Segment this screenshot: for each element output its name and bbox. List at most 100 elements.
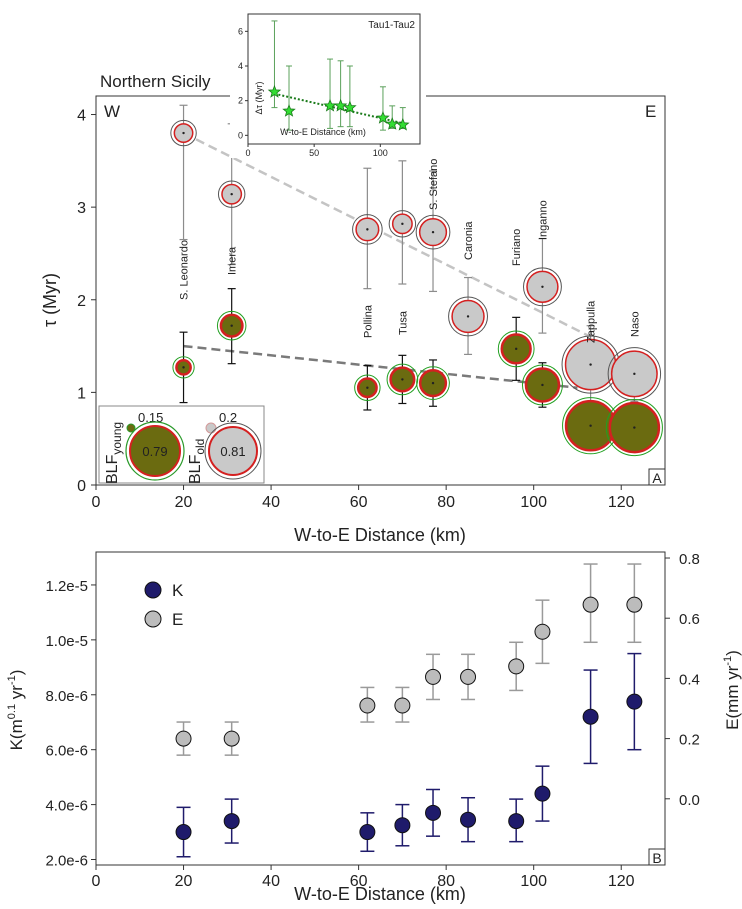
panel-b-left-tick-label: 6.0e-6 (45, 743, 88, 760)
inset-y-tick-label: 6 (238, 26, 243, 36)
marker-ring-young (216, 310, 247, 341)
inset-axes: 0 50 100 0 2 4 6 (238, 26, 388, 158)
left-axis-label-exponent-2: -1 (6, 675, 18, 685)
panel-a-label: A (652, 470, 662, 486)
legend-young-large-value: 0.79 (142, 444, 167, 459)
marker-E (425, 668, 442, 685)
legend-old-large-value: 0.81 (220, 444, 245, 459)
marker-E (460, 668, 477, 685)
marker-K (534, 785, 551, 802)
panel-b: 0 20 40 60 80 100 120 2.0e-6 4.0e-6 6.0e-6 8.0e-6 1… (6, 551, 742, 904)
panel-b-right-tick-label: 0.0 (679, 792, 700, 809)
panel-a-trendlines (182, 131, 592, 389)
inset-x-tick-label: 50 (309, 148, 319, 158)
inset-x-axis-label: W-to-E Distance (km) (280, 127, 366, 137)
site-label: S. Leonardo (179, 240, 191, 300)
marker-center-old (633, 372, 636, 376)
marker-ring-young (416, 366, 450, 400)
panel-b-left-tick-label: 1.2e-5 (45, 578, 88, 595)
panel-b-points (175, 563, 643, 858)
panel-b-x-tick-label: 20 (175, 873, 193, 890)
inset-star-marker (396, 117, 410, 131)
legend-label-E: E (172, 610, 183, 629)
marker-center-old (589, 363, 592, 366)
inset-star-marker (385, 116, 399, 130)
marker-center-young (589, 424, 592, 427)
marker-ring-old (415, 214, 451, 250)
left-axis-label-exponent-1: 0.1 (6, 704, 18, 719)
legend-old-label: BLFold (187, 439, 207, 484)
panel-a-y-tick-label: 2 (77, 293, 86, 310)
site-label: Inganno (537, 200, 549, 240)
site-label: Caronia (463, 221, 475, 260)
trendline-old (182, 131, 592, 338)
legend-young-label: BLFyoung (104, 422, 124, 484)
marker-E (534, 623, 551, 640)
marker-center-old (431, 230, 435, 234)
marker-center-young (541, 383, 544, 387)
panel-b-x-axis-label: W-to-E Distance (km) (294, 884, 466, 904)
inset-star-marker (267, 84, 282, 98)
legend-old-small-value: 0.2 (219, 410, 237, 425)
marker-center-old (466, 315, 470, 318)
marker-K (425, 804, 442, 821)
panel-b-axes: 0 20 40 60 80 100 120 2.0e-6 4.0e-6 6.0e-6 8.0e-6 1… (45, 551, 699, 890)
marker-E (582, 596, 599, 613)
marker-K (394, 817, 411, 834)
marker-center-old (366, 228, 369, 231)
inset-star-marker (333, 98, 348, 112)
marker-E (175, 730, 192, 747)
site-label: S. Stefano (428, 159, 440, 210)
legend-young-small-marker (126, 423, 136, 433)
panel-a-y-tick-label: 3 (77, 200, 86, 217)
panel-b-left-tick-label: 4.0e-6 (45, 798, 88, 815)
panel-a-points (170, 104, 663, 457)
marker-E (394, 697, 411, 714)
marker-ring-young (386, 363, 419, 396)
legend-old-large-ring (204, 422, 262, 480)
marker-K (359, 824, 376, 841)
panel-a-x-axis-label: W-to-E Distance (km) (294, 525, 466, 545)
panel-a-y-axis-label: τ (Myr) (40, 273, 60, 327)
panel-a-x-tick-label: 40 (262, 494, 280, 511)
marker-K (508, 813, 525, 830)
panel-b-label: B (652, 850, 661, 866)
marker-ring-old (352, 214, 383, 245)
marker-K (626, 693, 643, 710)
panel-b-left-axis-label: K(m0.1 yr-1) (6, 670, 26, 751)
marker-center-young (431, 381, 435, 385)
panel-a-x-tick-label: 100 (520, 494, 547, 511)
panel-a-x-tick-label: 20 (175, 494, 193, 511)
panel-b-x-tick-label: 0 (92, 873, 101, 890)
panel-b-x-tick-label: 60 (350, 873, 368, 890)
right-axis-label-exponent: -1 (722, 656, 734, 666)
legend-label-K: K (172, 581, 184, 600)
marker-K (460, 811, 477, 828)
marker-center-young (514, 347, 518, 351)
marker-ring-old (448, 296, 488, 337)
marker-center-old (541, 285, 544, 288)
marker-K (223, 813, 240, 830)
marker-center-young (401, 378, 404, 381)
panel-a-x-tick-label: 80 (437, 494, 455, 511)
inset-points (267, 20, 410, 131)
site-label: Naso (629, 311, 641, 337)
panel-b-x-tick-label: 100 (520, 873, 547, 890)
marker-E (223, 730, 240, 747)
legend-young-large-marker (129, 425, 181, 477)
marker-ring-young (521, 364, 563, 406)
marker-ring-young (172, 356, 195, 379)
panel-a: Northern Sicily W E 0 20 40 60 80 100 12001234… (40, 8, 666, 545)
panel-a-y-tick-label: 0 (77, 478, 86, 495)
marker-E (626, 596, 643, 613)
panel-a-label-box (648, 468, 666, 486)
marker-ring-young (354, 374, 381, 401)
panel-a-x-tick-label: 120 (608, 494, 635, 511)
panel-a-axes: 0 20 40 60 80 100 120 0 1 2 3 4 (77, 108, 635, 511)
panel-b-label-box (648, 848, 666, 866)
inset-chart: Tau1-Tau2 0 50 100 0 2 4 6 W-to-E Distance (km… (230, 8, 426, 158)
panel-b-legend: KE (144, 581, 184, 629)
legend-young-subscript: young (110, 422, 124, 455)
panel-b-right-tick-label: 0.2 (679, 732, 700, 749)
trendline-young (183, 344, 578, 389)
